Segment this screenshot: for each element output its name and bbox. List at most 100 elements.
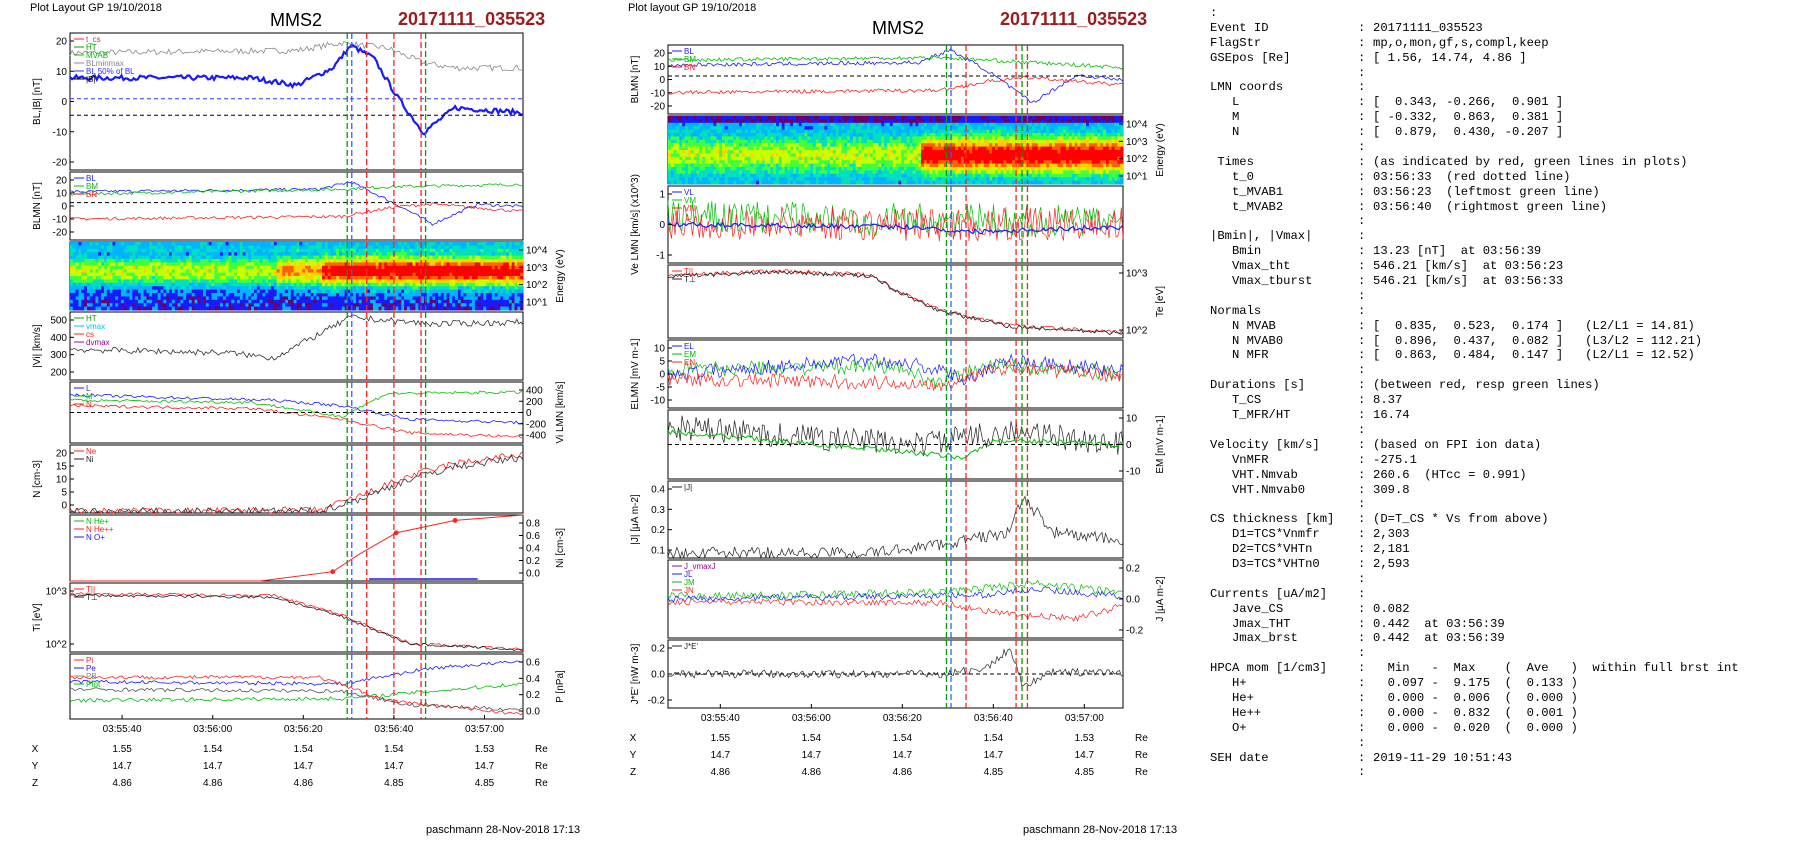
spectrogram-cell [682,133,686,137]
spectrogram-cell [753,143,757,147]
spectrogram-cell [673,136,677,141]
spectrogram-cell [324,279,329,284]
y-axis-label: BLMN [nT] [32,182,43,230]
spectrogram-cell [852,119,857,124]
spectrogram-cell [670,122,675,127]
spectrogram-cell [844,122,848,127]
spectrogram-cell [477,255,481,260]
spectrogram-cell [472,269,476,273]
spectrogram-cell [84,252,88,256]
spectrogram-cell [152,306,156,311]
spectrogram-cell [790,160,794,164]
spectrogram-cell [722,129,726,134]
spectrogram-cell [375,276,379,280]
spectrogram-cell [92,272,96,277]
spectrogram-cell [242,265,246,270]
spectrogram-cell [157,282,161,287]
spectrogram-cell [242,279,246,284]
spectrogram-cell [679,136,683,141]
spectrogram-cell [293,293,297,297]
spectrogram-cell [844,126,848,130]
spectrogram-cell [268,279,272,284]
spectrogram-cell [137,272,142,277]
spectrogram-cell [818,126,822,130]
spectrogram-cell [344,242,348,246]
spectrogram-cell [707,119,712,124]
spectrogram-cell [279,255,283,260]
spectrogram-cell [183,296,187,301]
spectrogram-cell [372,296,377,301]
spectrogram-cell [401,272,405,277]
spectrogram-cell [838,150,842,154]
spectrogram-cell [220,279,224,284]
spectrogram-cell [679,126,683,130]
spectrogram-cell [200,303,204,307]
spectrogram-cell [724,156,729,161]
spectrogram-cell [832,116,837,120]
spectrogram-cell [685,146,689,151]
spectrogram-cell [146,296,150,301]
spectrogram-cell [770,129,774,134]
spectrogram-cell [378,299,382,304]
spectrogram-cell [719,167,723,171]
spectrogram-cell [132,262,136,267]
spectrogram-cell [710,160,714,164]
spectrogram-cell [435,293,439,297]
spectrogram-cell [177,306,181,311]
spectrogram-cell [810,129,814,134]
spectrogram-cell [784,133,788,137]
spectrogram-cell [508,296,513,301]
spectrogram-cell [372,279,377,284]
spectrogram-cell [370,289,374,294]
spectrogram-cell [279,276,283,280]
spectrogram-cell [169,272,173,277]
y-tick-label: 0.8 [526,519,540,530]
spectrogram-cell [401,286,405,290]
spectrogram-cell [160,262,164,267]
spectrogram-cell [109,245,113,250]
spectrogram-cell [222,296,227,301]
spectrogram-cell [784,160,788,164]
spectrogram-cell [838,122,842,127]
spectrogram-cell [208,282,212,287]
spectrogram-cell [341,276,346,280]
spectrogram-cell [166,282,170,287]
spectrogram-cell [753,167,757,171]
spectrogram-cell [864,119,868,124]
spectrogram-cell [818,173,822,178]
spectrogram-cell [154,279,159,284]
spectrogram-cell [673,160,677,164]
spectrogram-cell [781,177,785,181]
spectrogram-cell [463,259,467,263]
spectrogram-cell [160,242,164,246]
spectrogram-cell [129,269,133,273]
spectrogram-cell [361,255,365,260]
spectrogram-cell [668,153,672,158]
spectrogram-cell [497,255,501,260]
spectrogram-cell [827,119,831,124]
spectrogram-cell [415,272,419,277]
spectrogram-cell [477,252,481,256]
spectrogram-cell [773,129,777,134]
spectrogram-cell [798,126,803,130]
spectrogram-cell [739,126,743,130]
spectrogram-cell [696,160,700,164]
spectrogram-cell [98,282,102,287]
spectrogram-cell [256,279,261,284]
spectrogram-cell [157,265,161,270]
spectrogram-cell [421,306,425,311]
spectrogram-cell [713,167,717,171]
spectrogram-cell [276,286,280,290]
spectrogram-cell [98,252,102,256]
legend-entry: N He++ [86,525,114,534]
spectrogram-cell [89,286,94,290]
spectrogram-cell [778,156,783,161]
spectrogram-cell [302,262,306,267]
spectrogram-cell [353,255,357,260]
spectrogram-cell [699,170,703,175]
spectrogram-cell [472,276,476,280]
spectrogram-cell [361,262,365,267]
spectrogram-cell [200,259,204,263]
spectrogram-cell [163,245,167,250]
spectrogram-cell [338,259,343,263]
